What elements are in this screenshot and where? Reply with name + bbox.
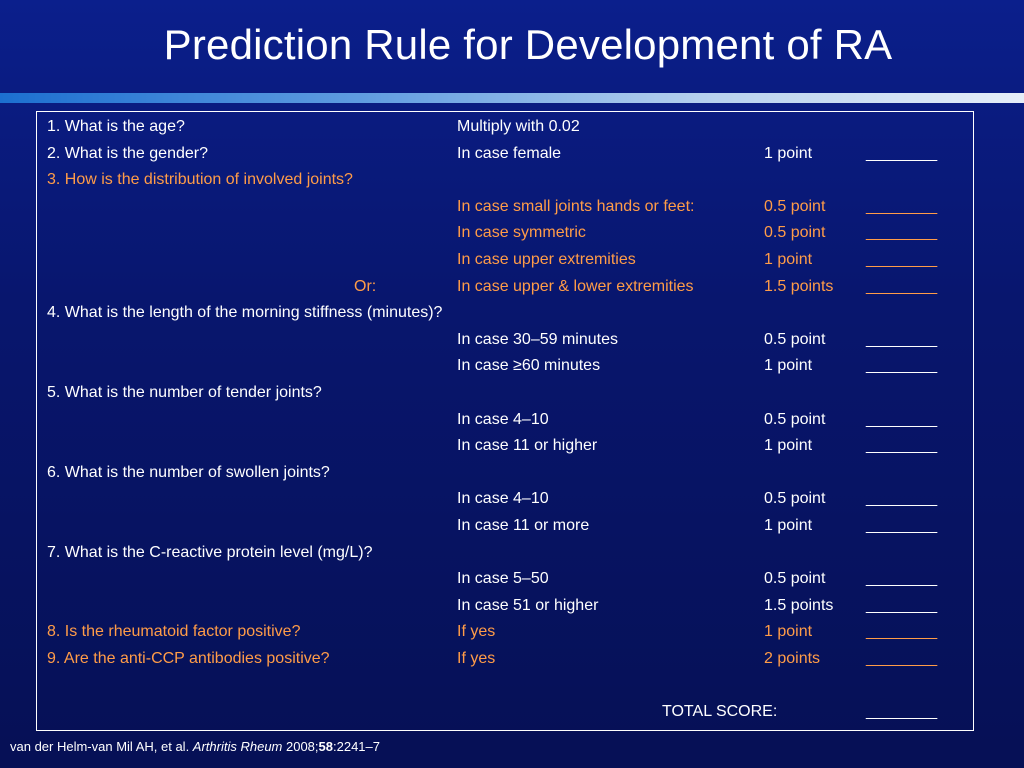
points-text: 0.5 point bbox=[764, 410, 826, 428]
points-text: 1 point bbox=[764, 357, 813, 375]
question-text: 2. What is the gender? bbox=[47, 144, 208, 162]
points-text: 1 point bbox=[764, 517, 813, 534]
citation-volume: 58 bbox=[318, 739, 333, 754]
question-text: 3. How is the distribution of involved j… bbox=[47, 171, 353, 189]
score-blank-line: ________ bbox=[866, 277, 938, 295]
condition-text: In case 5–50 bbox=[457, 570, 549, 588]
condition-text: In case small joints hands or feet: bbox=[457, 197, 695, 215]
question-text: 1. What is the age? bbox=[47, 118, 185, 135]
table-row: In case 4–10 0.5 point ________ bbox=[37, 408, 973, 432]
question-text: 8. Is the rheumatoid factor positive? bbox=[47, 623, 301, 641]
table-row: 2. What is the gender? In case female 1 po… bbox=[37, 142, 973, 166]
points-text: 1.5 points bbox=[764, 596, 834, 614]
points-text: 2 points bbox=[764, 650, 821, 667]
table-row: 9. Are the anti-CCP antibodies positive?… bbox=[37, 647, 973, 671]
question-text: 6. What is the number of swollen joints? bbox=[47, 463, 330, 481]
score-blank-line: ________ bbox=[866, 517, 938, 534]
citation: van der Helm-van Mil AH, et al. Arthriti… bbox=[10, 738, 380, 756]
table-row: 3. How is the distribution of involved j… bbox=[37, 168, 973, 192]
score-blank-line: ________ bbox=[866, 144, 938, 162]
score-blank-line: ________ bbox=[866, 197, 938, 215]
question-text: 4. What is the length of the morning sti… bbox=[47, 304, 443, 322]
table-row: 8. Is the rheumatoid factor positive? If … bbox=[37, 620, 973, 644]
question-text: 7. What is the C-reactive protein level … bbox=[47, 543, 373, 561]
condition-text: Multiply with 0.02 bbox=[457, 118, 580, 135]
table-row: 4. What is the length of the morning sti… bbox=[37, 301, 973, 325]
condition-text: If yes bbox=[457, 650, 496, 667]
score-blank-line: ________ bbox=[866, 224, 938, 242]
table-row: In case 11 or higher 1 point ________ bbox=[37, 434, 973, 458]
condition-text: In case ≥60 minutes bbox=[457, 357, 601, 375]
total-score-label: TOTAL SCORE: bbox=[662, 703, 778, 721]
condition-text: In case 11 or more bbox=[457, 517, 590, 534]
table-row: In case small joints hands or feet: 0.5 p… bbox=[37, 195, 973, 219]
points-text: 1 point bbox=[764, 437, 813, 455]
condition-text: If yes bbox=[457, 623, 496, 641]
condition-text: In case 30–59 minutes bbox=[457, 330, 618, 348]
table-row: Or: In case upper & lower extremities 1.5 … bbox=[37, 275, 973, 299]
total-score-line: ________ bbox=[866, 703, 938, 721]
condition-text: In case upper extremities bbox=[457, 251, 636, 268]
table-row: In case 51 or higher 1.5 points ________ bbox=[37, 594, 973, 618]
score-blank-line: ________ bbox=[866, 623, 938, 641]
condition-text: In case female bbox=[457, 144, 562, 162]
points-text: 0.5 point bbox=[764, 197, 826, 215]
citation-year: 2008; bbox=[282, 739, 319, 754]
table-row: In case 30–59 minutes 0.5 point ________ bbox=[37, 328, 973, 352]
score-blank-line: ________ bbox=[866, 490, 938, 508]
citation-journal: Arthritis Rheum bbox=[192, 739, 283, 754]
score-blank-line: ________ bbox=[866, 437, 938, 455]
table-row: In case ≥60 minutes 1 point ________ bbox=[37, 354, 973, 378]
points-text: 1 point bbox=[764, 623, 813, 641]
points-text: 0.5 point bbox=[764, 330, 826, 348]
table-row: In case 11 or more 1 point ________ bbox=[37, 514, 973, 538]
table-row: In case 4–10 0.5 point ________ bbox=[37, 487, 973, 511]
condition-text: In case 4–10 bbox=[457, 410, 549, 428]
score-blank-line: ________ bbox=[866, 330, 938, 348]
table-row: In case upper extremities 1 point ________ bbox=[37, 248, 973, 272]
points-text: 0.5 point bbox=[764, 570, 826, 588]
citation-authors: van der Helm-van Mil AH, et al. bbox=[10, 739, 193, 754]
score-blank-line: ________ bbox=[866, 357, 938, 375]
prediction-rule-table: 1. What is the age? Multiply with 0.02 2. … bbox=[36, 111, 974, 731]
or-label: Or: bbox=[354, 277, 377, 295]
slide-title: Prediction Rule for Development of RA bbox=[163, 21, 893, 68]
score-blank-line: ________ bbox=[866, 570, 938, 588]
condition-text: In case 4–10 bbox=[457, 490, 549, 508]
condition-text: In case 11 or higher bbox=[457, 437, 598, 455]
question-text: 5. What is the number of tender joints? bbox=[47, 384, 322, 401]
points-text: 1 point bbox=[764, 251, 813, 268]
title-divider-band bbox=[0, 93, 1024, 103]
points-text: 1 point bbox=[764, 144, 813, 162]
table-row: 7. What is the C-reactive protein level … bbox=[37, 541, 973, 565]
question-text: 9. Are the anti-CCP antibodies positive? bbox=[47, 650, 330, 667]
points-text: 0.5 point bbox=[764, 224, 826, 242]
score-blank-line: ________ bbox=[866, 650, 938, 667]
table-row: 1. What is the age? Multiply with 0.02 bbox=[37, 115, 973, 139]
score-blank-line: ________ bbox=[866, 596, 938, 614]
table-row: In case symmetric 0.5 point ________ bbox=[37, 221, 973, 245]
table-row: In case 5–50 0.5 point ________ bbox=[37, 567, 973, 591]
condition-text: In case 51 or higher bbox=[457, 596, 599, 614]
points-text: 0.5 point bbox=[764, 490, 826, 508]
condition-text: In case upper & lower extremities bbox=[457, 277, 694, 295]
points-text: 1.5 points bbox=[764, 277, 834, 295]
total-score-row: TOTAL SCORE: ________ bbox=[37, 700, 973, 724]
score-blank-line: ________ bbox=[866, 410, 938, 428]
table-row: 6. What is the number of swollen joints? bbox=[37, 461, 973, 485]
score-blank-line: ________ bbox=[866, 251, 938, 268]
table-row: 5. What is the number of tender joints? bbox=[37, 381, 973, 405]
condition-text: In case symmetric bbox=[457, 224, 586, 242]
citation-pages: :2241–7 bbox=[333, 739, 380, 754]
